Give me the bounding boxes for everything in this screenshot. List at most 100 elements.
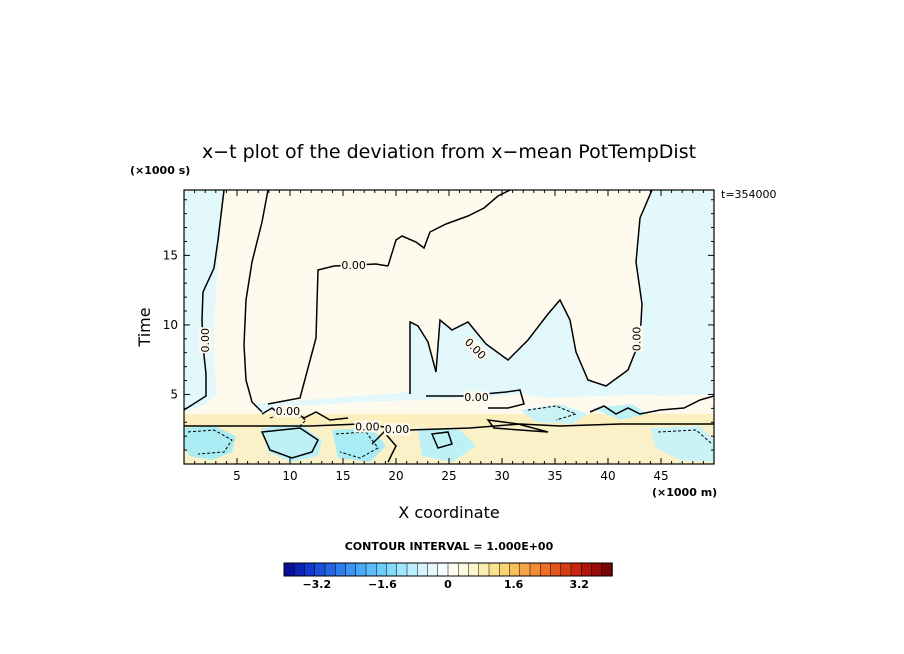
x-tick-label: 15 [335,469,350,483]
colorbar-cell [396,562,408,577]
x-tick-label: 5 [233,469,241,483]
contour-mid-line [426,389,525,409]
x-units-label: (×1000 m) [652,486,717,499]
colorbar-cell [509,562,521,577]
plot-field [184,190,714,464]
contour-neg-4 [527,405,578,421]
x-axis-label: X coordinate [398,503,499,522]
colorbar-cell [437,562,449,577]
contour-upper-lobe [267,263,389,405]
contour-label-bg [340,259,367,272]
contour-interval-text: CONTOUR INTERVAL = 1.000E+00 [345,540,554,553]
contour-label-bg [384,423,411,436]
region-warm-upper [244,190,652,404]
colorbar-cell [499,562,511,577]
colorbar-cell [478,562,490,577]
colorbar-ticks: −3.2 −1.6 0 1.6 3.2 [302,578,589,591]
chart-title: x−t plot of the deviation from x−mean Po… [202,141,696,163]
colorbar-cell [355,562,367,577]
colorbar-cell [570,562,582,577]
colorbar-cell [365,562,377,577]
contour-bottom-edge [184,423,714,431]
colorbar-tick-label: 3.2 [569,578,589,591]
region-cool-blob-5 [520,404,588,424]
contour-label-bg [463,391,490,404]
colorbar-cell [345,562,357,577]
contour-lines [184,190,714,463]
colorbar-cell [458,562,470,577]
contour-label-group: 0.00 [630,325,644,352]
colorbar-cell [550,562,562,577]
y-axis: 5 10 15 [163,199,714,451]
y-tick-label: 15 [163,248,178,262]
contour-label: 0.00 [631,327,644,352]
contour-label: 0.00 [464,391,489,404]
colorbar [283,562,613,577]
x-axis: 5 10 15 20 25 30 35 40 45 [194,190,704,483]
contour-label-bg [199,327,212,354]
contour-label-group: 0.00 [199,327,212,354]
colorbar-cell [591,562,603,577]
contour-label: 0.00 [341,259,366,272]
time-stamp: t=354000 [721,188,777,201]
contour-neg-2 [335,431,379,459]
contour-label-group: 0.00 [340,259,367,272]
colorbar-tick-label: 1.6 [504,578,524,591]
contour-label-group: 0.00 [384,423,411,436]
colorbar-cell [427,562,439,577]
contour-label-bg [274,405,301,418]
x-tick-label: 20 [388,469,403,483]
contour-label-bg [462,335,489,362]
y-tick-label: 5 [170,387,178,401]
colorbar-cell [519,562,531,577]
contour-labels: 0.000.000.000.00 0.000.00 0.000.00 [199,259,644,436]
colorbar-tick-label: −1.6 [368,578,397,591]
region-cool-blob-6 [650,426,714,462]
x-tick-label: 35 [547,469,562,483]
colorbar-cell [468,562,480,577]
contour-label: 0.00 [199,328,212,353]
contour-label: 0.00 [276,405,301,418]
x-tick-label: 45 [653,469,668,483]
colorbar-frame [283,562,613,577]
colorbar-cell [406,562,418,577]
contour-left-tongue-right [243,190,269,413]
contour-label-group: 0.00 [463,391,490,404]
contour-upper-lobe-top [387,190,511,267]
region-cool-right [606,190,714,396]
contour-label-group: 0.00 [274,405,301,418]
colorbar-tick-label: −3.2 [302,578,331,591]
colorbar-cell [335,562,347,577]
colorbar-cell [417,562,429,577]
x-tick-label: 40 [600,469,615,483]
contour-label: 0.00 [385,423,410,436]
colorbar-cell [376,562,388,577]
y-axis-label: Time [135,307,154,347]
colorbar-cell [386,562,398,577]
y-tick-label: 10 [163,318,178,332]
contour-bottom-blob-a [260,427,319,459]
contour-label-bg [354,420,381,433]
colorbar-cell [581,562,593,577]
colorbar-cell [294,562,306,577]
colorbar-cell [447,562,459,577]
contour-neg-1 [187,429,233,455]
colorbar-cell [601,562,613,577]
colorbar-cell [283,562,295,577]
x-tick-label: 30 [494,469,509,483]
colorbar-cell [324,562,336,577]
colorbar-tick-label: 0 [444,578,452,591]
contour-neg-3 [657,429,713,445]
contour-bottom-blob-b [371,430,397,463]
contour-left-tongue [184,190,225,411]
x-tick-label: 25 [441,469,456,483]
colorbar-cell [314,562,326,577]
colorbar-cell [304,562,316,577]
colorbar-cell [529,562,541,577]
contour-label-bg [630,325,643,352]
colorbar-cell [488,562,500,577]
x-tick-label: 10 [282,469,297,483]
contour-label-group: 0.00 [354,420,381,433]
colorbar-cell [560,562,572,577]
